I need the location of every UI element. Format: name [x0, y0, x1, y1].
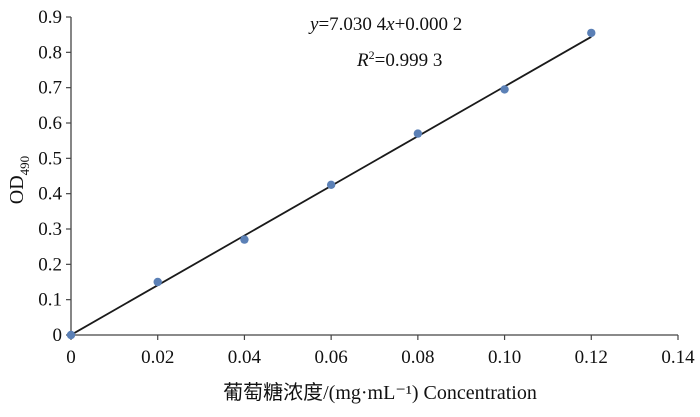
x-axis-title: 葡萄糖浓度/(mg·mL⁻¹) Concentration: [223, 381, 537, 404]
y-tick-label: 0.4: [38, 184, 62, 205]
data-point: [587, 28, 596, 38]
equation-x-var: x: [385, 14, 395, 35]
x-tick-label: 0: [66, 347, 76, 368]
y-axis-title: OD490: [6, 156, 32, 204]
equation-y-var: y: [308, 14, 319, 35]
data-point: [240, 235, 249, 244]
y-axis-title-subscript: 490: [17, 156, 32, 176]
y-tick-label: 0.3: [38, 219, 62, 240]
equation-annotation: y=7.030 4x+0.000 2: [308, 14, 462, 35]
y-tick-label: 0.5: [38, 148, 62, 169]
data-point: [153, 277, 162, 287]
x-tick-label: 0.04: [228, 347, 262, 368]
x-tick-label: 0.10: [488, 347, 521, 368]
x-tick-label: 0.02: [141, 347, 174, 368]
data-point: [413, 129, 423, 138]
data-point: [66, 330, 76, 340]
r2-annotation: R2=0.999 3: [356, 48, 442, 71]
r2-superscript: 2: [369, 48, 375, 62]
x-tick-label: 0.08: [401, 347, 434, 368]
r2-var: R: [356, 50, 369, 71]
y-tick-label: 0: [53, 325, 63, 346]
ticks: 0 0.02 0.04 0.06 0.08 0.10 0.12 0.14 0 0.1 0.2 0.3 0…: [38, 7, 695, 368]
axes: [70, 17, 678, 336]
y-tick-label: 0.6: [38, 113, 62, 134]
data-point: [500, 85, 509, 94]
y-tick-label: 0.8: [38, 42, 62, 63]
x-tick-label: 0.12: [575, 347, 608, 368]
y-tick-label: 0.2: [38, 254, 62, 275]
y-tick-label: 0.7: [38, 78, 62, 99]
y-tick-label: 0.9: [38, 7, 62, 28]
y-tick-label: 0.1: [38, 290, 62, 311]
y-axis-title-base: OD: [6, 175, 28, 204]
x-tick-label: 0.14: [661, 347, 695, 368]
r2-value: =0.999 3: [375, 50, 443, 71]
points-group: [66, 28, 596, 340]
x-tick-label: 0.06: [315, 347, 348, 368]
equation-part-2: +0.000 2: [395, 14, 463, 35]
equation-part-1: =7.030 4: [318, 14, 386, 35]
data-point: [326, 180, 336, 190]
